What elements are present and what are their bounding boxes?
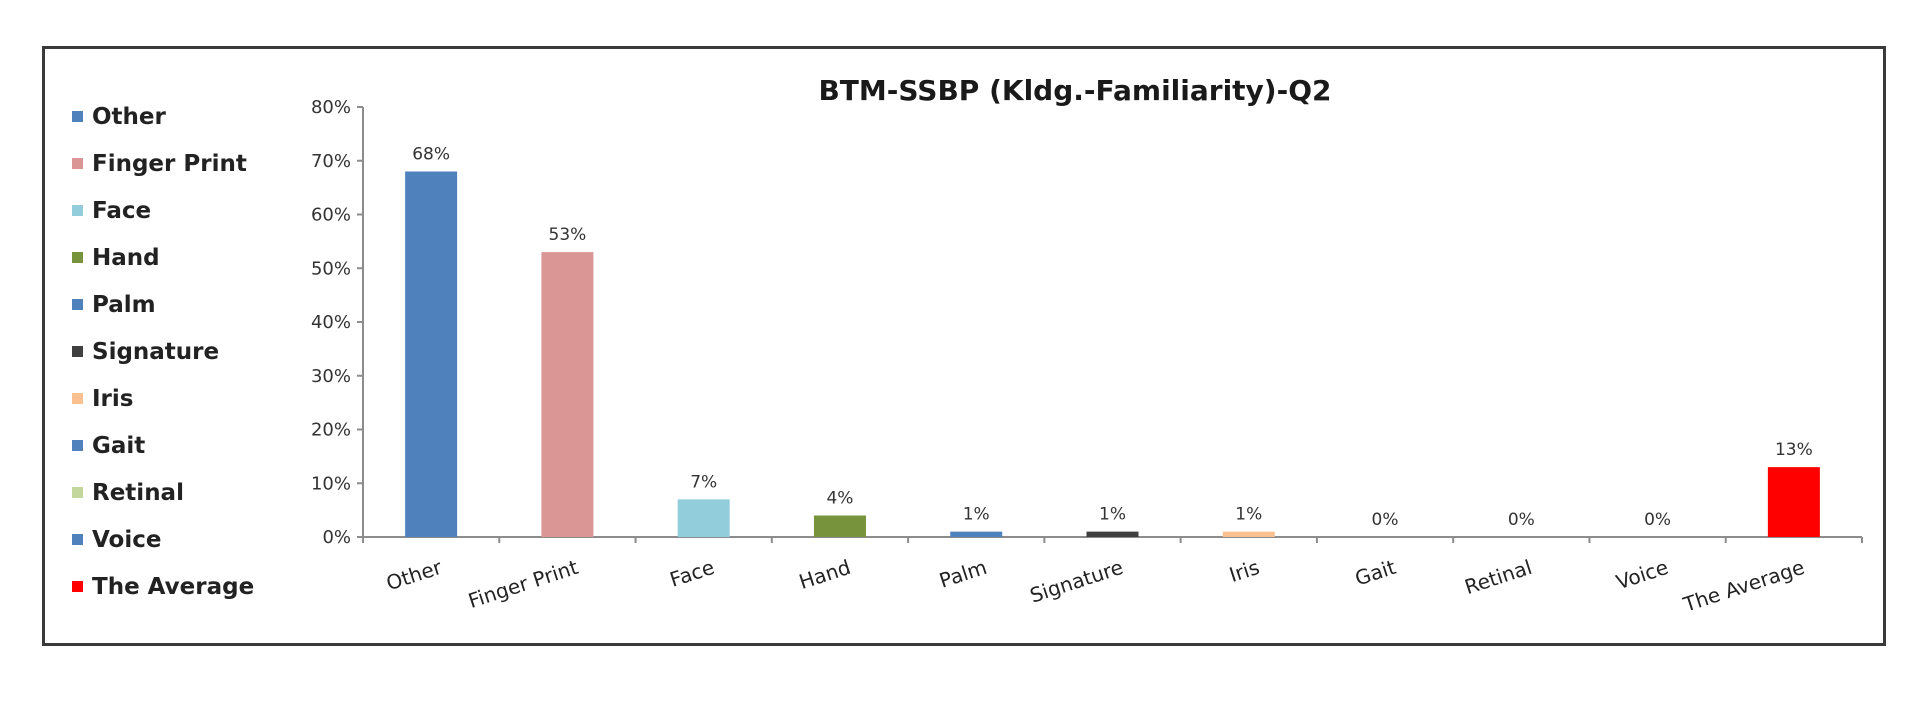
y-tick-label: 50% <box>311 258 351 279</box>
x-tick-label-palm: Palm <box>936 555 990 593</box>
legend-label: Retinal <box>92 479 184 506</box>
data-label-voice: 0% <box>1644 510 1671 530</box>
plot-area: 0% 10% 20% 30% 40% 50% 60% 70% 80% 68% Other 53% Fin… <box>311 97 1863 617</box>
legend-item-face: Face <box>72 187 302 234</box>
bar-face <box>677 499 730 537</box>
bar-hand <box>813 515 866 537</box>
bar-finger-print <box>541 252 594 537</box>
legend-swatch <box>72 205 83 216</box>
legend-label: Face <box>92 197 152 224</box>
legend-item-finger-print: Finger Print <box>72 140 302 187</box>
bar-iris <box>1222 531 1275 537</box>
legend-label: Iris <box>92 385 134 412</box>
bar-palm <box>950 531 1003 537</box>
legend-swatch <box>72 534 83 545</box>
legend-swatch <box>72 581 83 592</box>
data-label-signature: 1% <box>1099 505 1126 525</box>
legend-item-gait: Gait <box>72 422 302 469</box>
x-tick-label-retinal: Retinal <box>1462 555 1535 599</box>
y-tick-label: 30% <box>311 366 351 387</box>
x-tick-label-signature: Signature <box>1027 555 1126 608</box>
legend-label: Gait <box>92 432 146 459</box>
y-tick-label: 20% <box>311 420 351 441</box>
data-label-face: 7% <box>690 472 717 492</box>
data-label-retinal: 0% <box>1508 510 1535 530</box>
legend-swatch <box>72 346 83 357</box>
legend-label: Finger Print <box>92 150 247 177</box>
y-tick-label: 0% <box>322 527 351 548</box>
x-tick-label-finger-print: Finger Print <box>465 555 581 613</box>
data-label-iris: 1% <box>1235 505 1262 525</box>
y-tick-label: 60% <box>311 205 351 226</box>
legend-label: Voice <box>92 526 162 553</box>
legend-swatch <box>72 393 83 404</box>
data-label-palm: 1% <box>963 505 990 525</box>
x-tick-label-hand: Hand <box>796 555 854 594</box>
y-tick-label: 40% <box>311 312 351 333</box>
legend-label: Palm <box>92 291 156 318</box>
data-label-gait: 0% <box>1372 510 1399 530</box>
data-label-other: 68% <box>412 145 450 165</box>
legend-item-retinal: Retinal <box>72 469 302 516</box>
legend-label: Other <box>92 103 166 130</box>
legend-swatch <box>72 158 83 169</box>
legend-item-signature: Signature <box>72 328 302 375</box>
legend-swatch <box>72 440 83 451</box>
legend-item-hand: Hand <box>72 234 302 281</box>
x-tick-label-iris: Iris <box>1226 555 1262 587</box>
legend-swatch <box>72 252 83 263</box>
legend-label: Hand <box>92 244 160 271</box>
x-tick-label-face: Face <box>667 555 717 592</box>
bar-signature <box>1086 531 1139 537</box>
chart-frame <box>42 46 1886 646</box>
legend-item-other: Other <box>72 93 302 140</box>
data-label-the-average: 13% <box>1775 440 1813 460</box>
legend-swatch <box>72 487 83 498</box>
legend-swatch <box>72 111 83 122</box>
y-tick-label: 80% <box>311 97 351 118</box>
x-tick-label-gait: Gait <box>1352 555 1399 591</box>
legend-item-voice: Voice <box>72 516 302 563</box>
chart-title: BTM-SSBP (Kldg.-Familiarity)-Q2 <box>818 74 1331 107</box>
y-tick-label: 10% <box>311 473 351 494</box>
data-label-finger-print: 53% <box>549 225 587 245</box>
bar-the-average <box>1767 467 1820 537</box>
legend-item-the-average: The Average <box>72 563 302 610</box>
legend-label: Signature <box>92 338 220 365</box>
legend-item-iris: Iris <box>72 375 302 422</box>
x-tick-label-the-average: The Average <box>1680 555 1808 617</box>
x-tick-label-other: Other <box>383 555 445 596</box>
legend-swatch <box>72 299 83 310</box>
bar-other <box>405 171 458 537</box>
data-label-hand: 4% <box>826 489 853 509</box>
legend-label: The Average <box>92 573 255 600</box>
x-tick-label-voice: Voice <box>1613 555 1671 594</box>
legend: Other Finger Print Face Hand Palm Signature Ir… <box>72 93 302 610</box>
y-tick-label: 70% <box>311 151 351 172</box>
legend-item-palm: Palm <box>72 281 302 328</box>
